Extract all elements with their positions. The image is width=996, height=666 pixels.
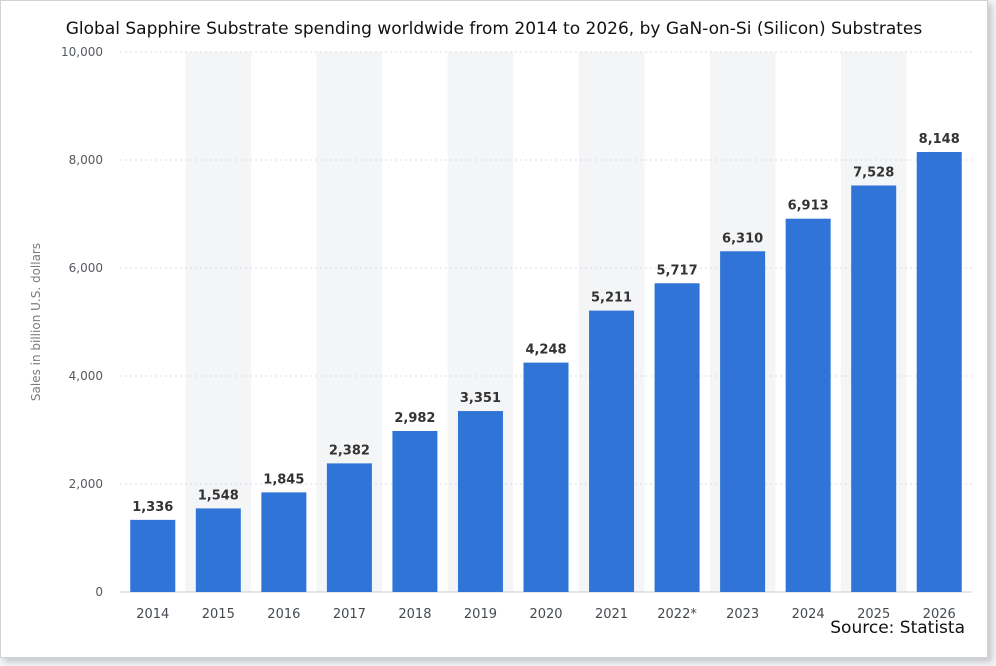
data-label: 1,845 — [263, 472, 304, 487]
chart-title: Global Sapphire Substrate spending world… — [65, 19, 923, 39]
data-labels: 1,336 1,548 1,845 2,382 2,982 3,351 4,248 5,211… — [132, 132, 960, 515]
data-label: 6,310 — [722, 231, 763, 246]
bar — [392, 430, 438, 592]
bar — [589, 310, 635, 592]
data-label: 2,382 — [329, 443, 370, 458]
x-tick-label: 2025 — [857, 607, 890, 622]
bar — [523, 362, 569, 592]
bar — [457, 411, 503, 592]
bar — [130, 519, 176, 592]
data-label: 1,548 — [198, 488, 239, 503]
x-tick-label: 2016 — [267, 607, 300, 622]
x-tick-label: 2014 — [136, 607, 169, 622]
y-tick-label: 8,000 — [69, 153, 103, 167]
data-label: 7,528 — [853, 165, 894, 180]
data-label: 3,351 — [460, 391, 501, 406]
bar — [654, 283, 700, 592]
x-tick-label: 2018 — [398, 607, 431, 622]
data-label: 8,148 — [919, 132, 960, 147]
bar — [261, 492, 307, 592]
x-tick-label: 2021 — [595, 607, 628, 622]
x-tick-label: 2019 — [464, 607, 497, 622]
y-axis-label: Sales in billion U.S. dollars — [29, 243, 43, 401]
y-tick-label: 2,000 — [69, 477, 103, 491]
data-label: 6,913 — [788, 199, 829, 214]
y-tick-label: 4,000 — [69, 369, 103, 383]
column-band — [185, 52, 252, 592]
chart-source: Source: Statista — [830, 618, 965, 638]
data-label: 1,336 — [132, 500, 173, 515]
data-label: 2,982 — [394, 411, 435, 426]
x-tick-label: 2024 — [792, 607, 825, 622]
x-tick-label: 2026 — [923, 607, 956, 622]
y-tick-label: 0 — [95, 585, 103, 599]
bar — [720, 251, 766, 592]
bar — [326, 463, 372, 592]
bar — [785, 218, 831, 592]
bar — [851, 185, 897, 592]
x-tick-label: 2023 — [726, 607, 759, 622]
x-tick-label: 2020 — [529, 607, 562, 622]
y-tick-label: 6,000 — [69, 261, 103, 275]
bar — [195, 508, 241, 592]
y-axis-ticks: 0 2,000 4,000 6,000 8,000 10,000 — [61, 45, 103, 599]
x-tick-label: 2017 — [333, 607, 366, 622]
data-label: 4,248 — [525, 343, 566, 358]
x-axis-ticks: 2014 2015 2016 2017 2018 2019 2020 2021 2022* 202… — [136, 607, 956, 622]
x-tick-label: 2015 — [202, 607, 235, 622]
data-label: 5,717 — [657, 263, 698, 278]
y-tick-label: 10,000 — [61, 45, 103, 59]
data-label: 5,211 — [591, 291, 632, 306]
bars — [130, 152, 962, 592]
bar — [916, 152, 962, 592]
x-tick-label: 2022* — [657, 607, 697, 622]
